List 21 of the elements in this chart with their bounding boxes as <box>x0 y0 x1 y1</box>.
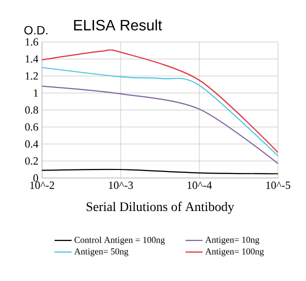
x-tick-label: 10^-4 <box>188 182 212 189</box>
y-tick-label: 1.4 <box>26 55 38 63</box>
y-tick-label: 0.2 <box>25 157 38 165</box>
y-axis-title: O.D. <box>24 26 48 34</box>
line-series <box>42 86 278 164</box>
y-tick-label: 1.2 <box>26 72 38 80</box>
x-tick-label: 10^-2 <box>30 182 54 189</box>
chart-title: ELISA Result <box>74 19 162 30</box>
x-axis-title: Serial Dilutions of Antibody <box>86 202 234 214</box>
y-tick-label: 1.6 <box>26 38 38 46</box>
legend-label: Control Antigen = 100ng <box>74 236 165 245</box>
y-tick-label: 0 <box>33 174 38 182</box>
y-tick-label: 0.8 <box>25 106 38 114</box>
y-tick-label: 0.6 <box>25 123 38 131</box>
legend-label: Antigen= 50ng <box>74 248 128 256</box>
legend-label: Antigen= 100ng <box>205 248 264 256</box>
y-tick-label: 1 <box>34 89 38 97</box>
legend-label: Antigen= 10ng <box>205 236 260 245</box>
y-tick-label: 0.4 <box>25 140 38 148</box>
x-tick-label: 10^-3 <box>108 182 133 189</box>
x-tick-label: 10^-5 <box>266 182 290 189</box>
